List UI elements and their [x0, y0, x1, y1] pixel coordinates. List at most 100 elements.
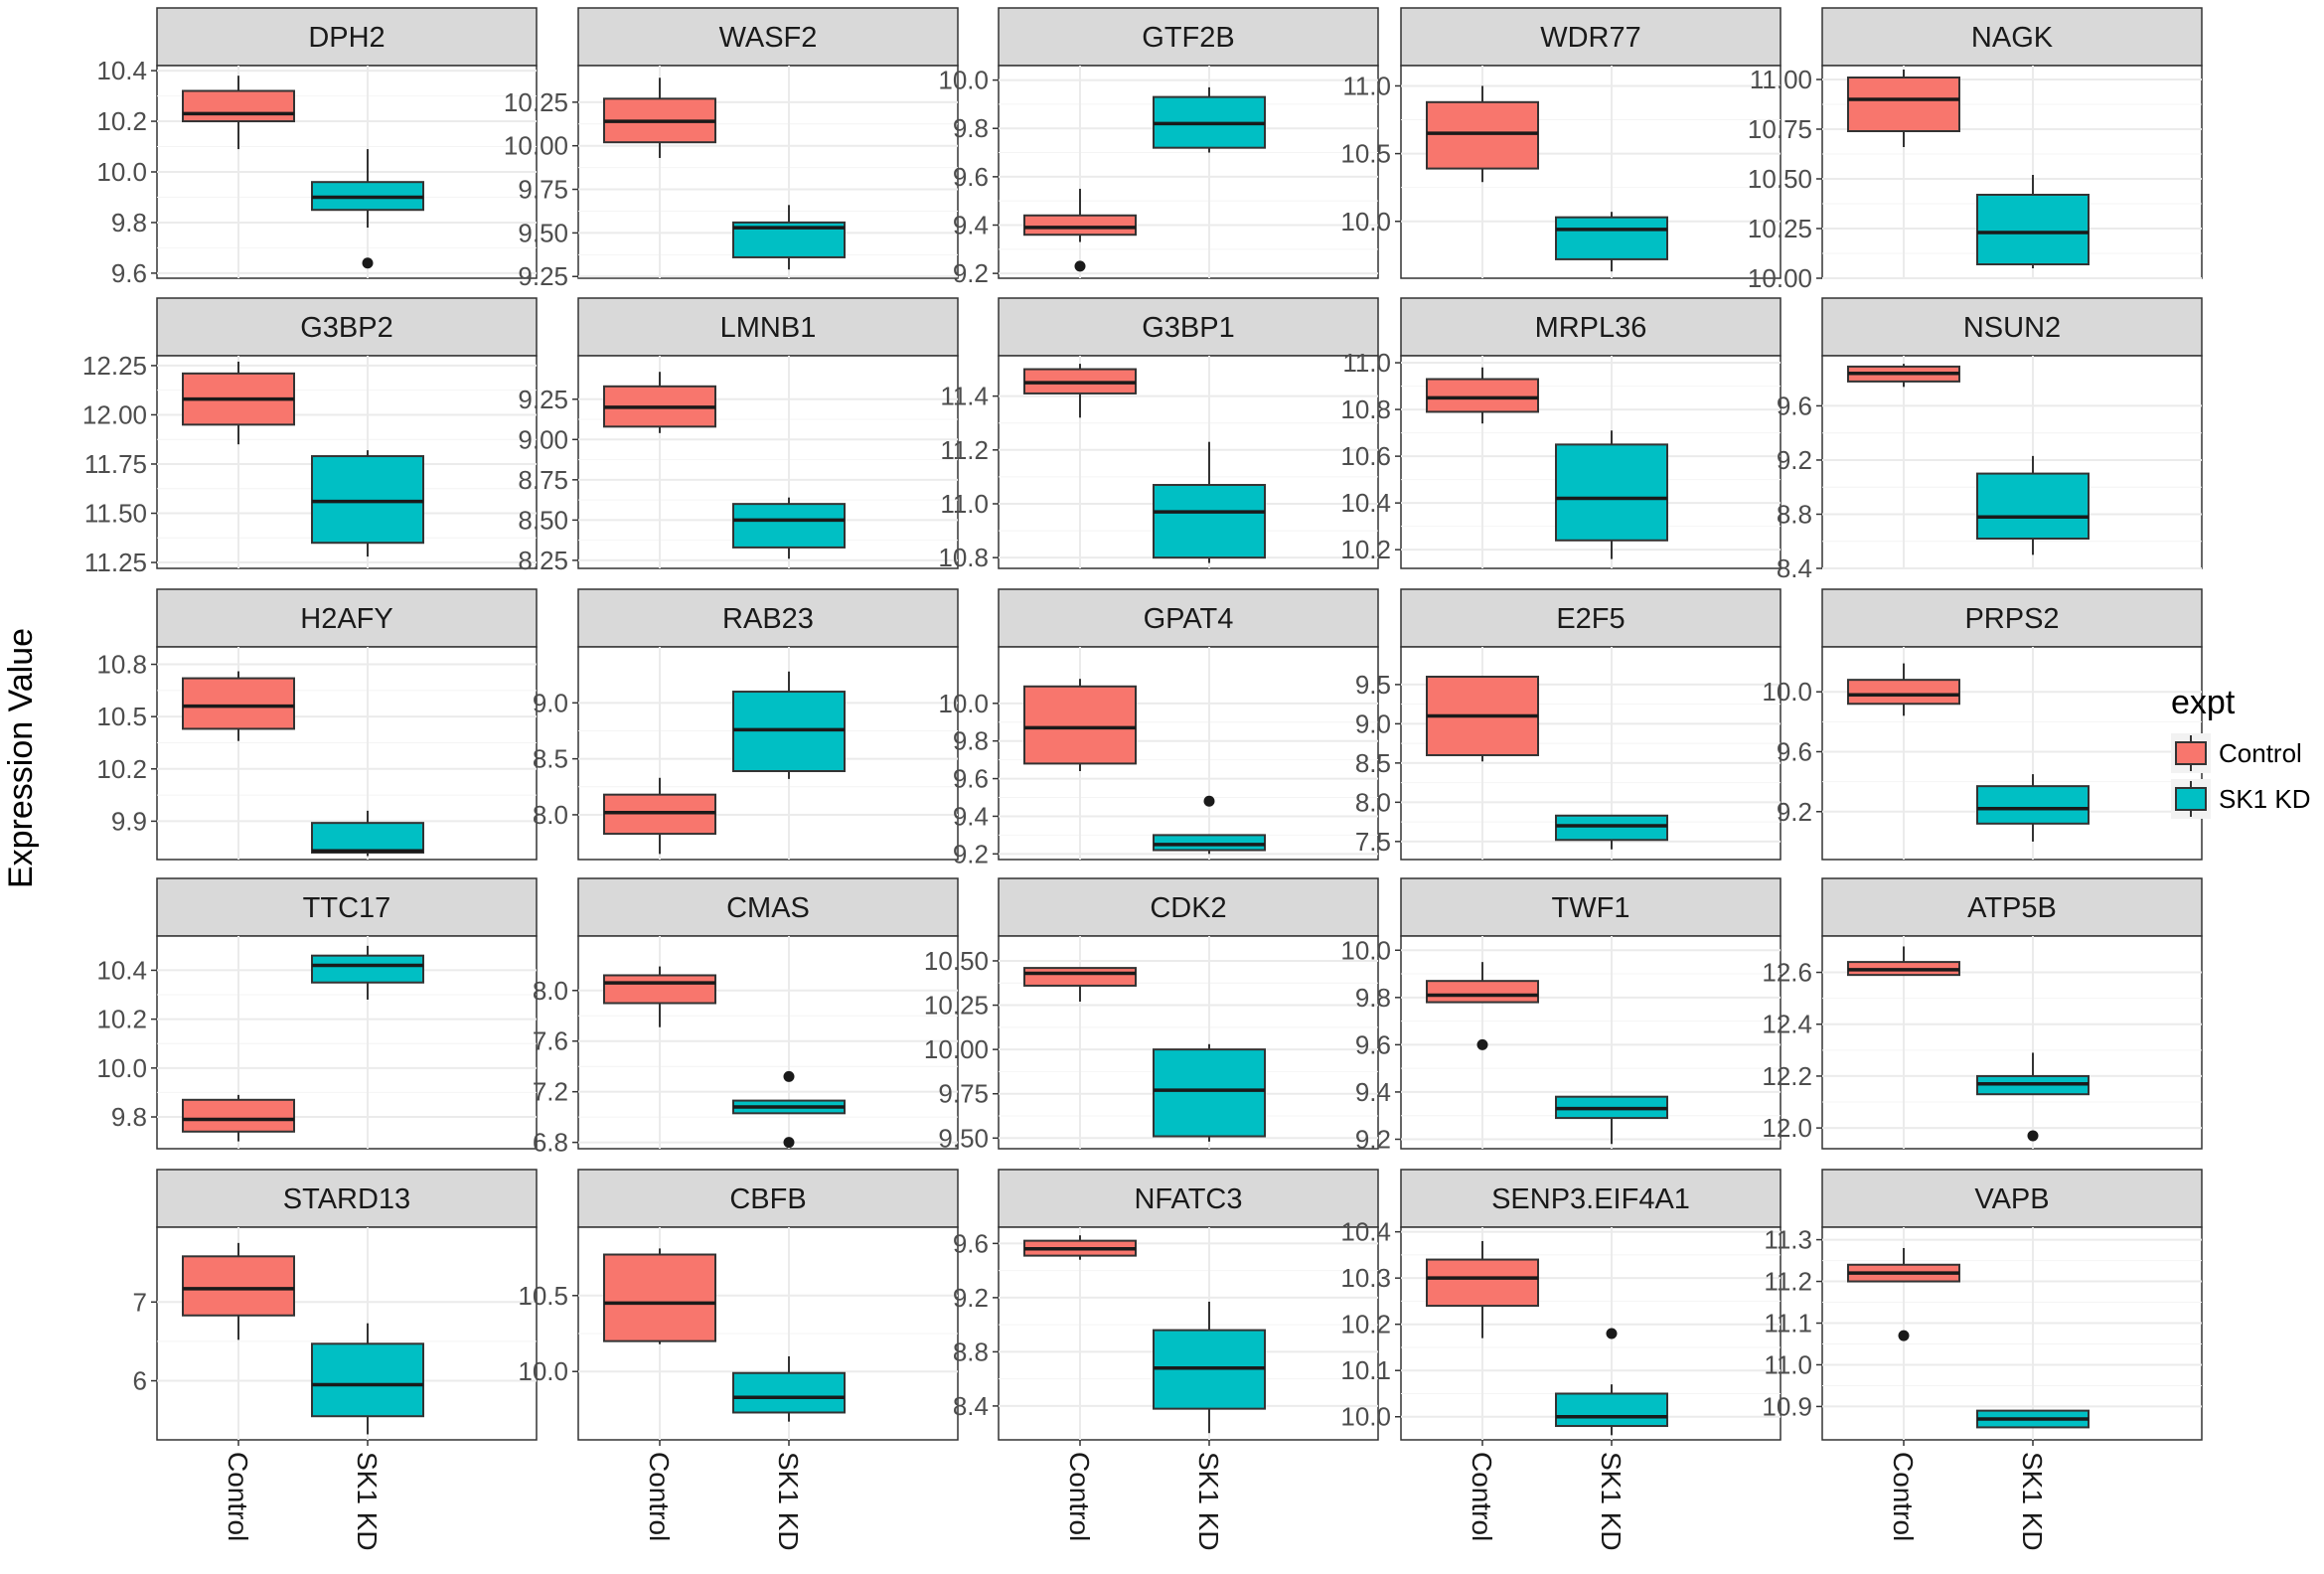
y-tick-label: 11.0	[1342, 348, 1391, 378]
panel-nfatc3: NFATC3 8.4 8.8 9.2 9.6	[953, 1169, 1379, 1441]
y-tick-label: 6	[133, 1366, 147, 1396]
panel-gridlines	[1401, 936, 1781, 1149]
y-tick-label: 7	[133, 1287, 147, 1317]
box-control	[603, 372, 716, 433]
y-tick-label: 11.0	[940, 489, 989, 519]
panel-strip	[1400, 588, 1782, 648]
y-tick-label: 9.6	[1777, 736, 1812, 766]
y-tick-label: 8.0	[533, 800, 568, 830]
y-tick-label: 10.6	[1340, 441, 1391, 471]
outlier-point	[783, 1070, 795, 1082]
panel-title: VAPB	[1974, 1183, 2049, 1215]
box-control	[1847, 70, 1960, 147]
y-tick-label: 9.00	[518, 424, 568, 454]
y-tick-label: 10.4	[1340, 1217, 1391, 1247]
box-control	[1847, 1247, 1960, 1341]
y-tick-label: 12.00	[82, 399, 147, 429]
y-tick-label: 9.4	[953, 801, 989, 831]
x-tick-label: SK1 KD	[1193, 1452, 1224, 1551]
y-tick-label: 9.2	[1777, 797, 1812, 827]
box-iqr	[1555, 216, 1668, 260]
panel-title: DPH2	[308, 22, 385, 54]
panel-title: NAGK	[1971, 22, 2054, 54]
y-tick-label: 9.2	[953, 1283, 989, 1313]
box-control	[1426, 1240, 1539, 1338]
box-control	[1023, 967, 1137, 1002]
box-iqr	[1976, 785, 2090, 825]
y-tick-label: 10.50	[924, 946, 989, 976]
box-control	[603, 777, 716, 855]
panel-title: GTF2B	[1142, 22, 1234, 54]
y-tick-label: 10.00	[1748, 263, 1812, 293]
y-tick-label: 8.8	[953, 1337, 989, 1366]
x-tick-label: Control	[644, 1452, 675, 1541]
y-tick-label: 9.6	[953, 162, 989, 192]
box-sk1kd	[1555, 814, 1668, 850]
box-iqr	[1153, 834, 1266, 852]
y-tick-label: 8.4	[1777, 553, 1812, 583]
y-tick-label: 8.5	[533, 744, 568, 774]
box-control	[1426, 367, 1539, 424]
y-tick-label: 9.6	[1355, 1029, 1391, 1059]
panel-title: E2F5	[1556, 603, 1625, 635]
box-iqr	[182, 89, 295, 123]
legend-title: expt	[2171, 684, 2236, 721]
panel-strip	[998, 877, 1379, 937]
box-control	[1426, 676, 1539, 762]
box-iqr	[732, 503, 846, 549]
y-tick-label: 10.0	[518, 1356, 568, 1386]
box-iqr	[1555, 443, 1668, 542]
box-iqr	[1023, 214, 1137, 236]
panel-title: RAB23	[722, 603, 814, 635]
y-tick-label: 8.8	[1777, 499, 1812, 529]
box-control	[603, 78, 716, 158]
panel-title: G3BP2	[300, 312, 393, 344]
box-sk1kd	[1153, 795, 1266, 855]
y-tick-label: 12.2	[1762, 1061, 1812, 1091]
box-control	[1847, 364, 1960, 388]
box-sk1kd	[1153, 86, 1266, 153]
panel-title: TTC17	[303, 892, 391, 924]
panel-title: NFATC3	[1134, 1183, 1242, 1215]
y-tick-label: 11.4	[940, 382, 989, 411]
panel-gridlines	[1822, 1227, 2202, 1440]
panel-title: WDR77	[1540, 22, 1641, 54]
y-tick-label: 9.50	[518, 218, 568, 247]
box-sk1kd	[1976, 1052, 2090, 1142]
box-iqr	[1023, 685, 1137, 765]
panel-plot-area	[1821, 1226, 2203, 1441]
y-tick-label: 10.75	[1748, 114, 1812, 144]
y-tick-label: 10.0	[96, 1053, 147, 1083]
y-tick-label: 11.25	[84, 548, 147, 577]
panel-gridlines	[157, 66, 537, 278]
y-tick-label: 10.4	[96, 955, 147, 985]
panel-cmas: CMAS 6.8 7.2 7.6 8.0	[533, 877, 959, 1158]
y-tick-label: 10.5	[96, 702, 147, 731]
panel-strip	[1400, 7, 1782, 67]
y-tick-label: 11.00	[1750, 65, 1812, 94]
panel-gpat4: GPAT4 9.2 9.4 9.6 9.8 10.0	[938, 588, 1379, 868]
y-tick-label: 11.2	[1764, 1267, 1812, 1297]
panel-nagk: NAGK 10.00 10.25 10.50 10.75 11.00	[1748, 7, 2203, 293]
box-sk1kd	[1976, 455, 2090, 555]
legend-key-sk1kd-box	[2175, 787, 2207, 811]
box-iqr	[182, 1098, 295, 1133]
box-sk1kd	[1555, 1095, 1668, 1145]
box-sk1kd	[1976, 175, 2090, 268]
y-axis-label: Expression Value	[2, 628, 40, 888]
legend-entry-control: Control	[2171, 733, 2302, 773]
panel-wasf2: WASF2 9.25 9.50 9.75 10.00 10.25	[504, 7, 959, 291]
x-tick-label: SK1 KD	[2017, 1452, 2048, 1551]
y-tick-label: 12.0	[1762, 1113, 1812, 1143]
box-sk1kd	[1153, 1043, 1266, 1142]
outlier-point	[1203, 795, 1215, 807]
y-tick-label: 8.50	[518, 505, 568, 535]
panel-title: SENP3.EIF4A1	[1491, 1183, 1690, 1215]
legend-label-sk1kd: SK1 KD	[2219, 784, 2311, 814]
legend: expt Control SK1 KD	[2171, 684, 2311, 819]
y-tick-label: 10.8	[96, 650, 147, 680]
y-tick-label: 7.2	[533, 1077, 568, 1107]
panel-strip	[156, 588, 538, 648]
panel-vapb: VAPB 10.9 11.0 11.1 11.2 11.3	[1762, 1169, 2203, 1441]
box-iqr	[311, 455, 424, 545]
